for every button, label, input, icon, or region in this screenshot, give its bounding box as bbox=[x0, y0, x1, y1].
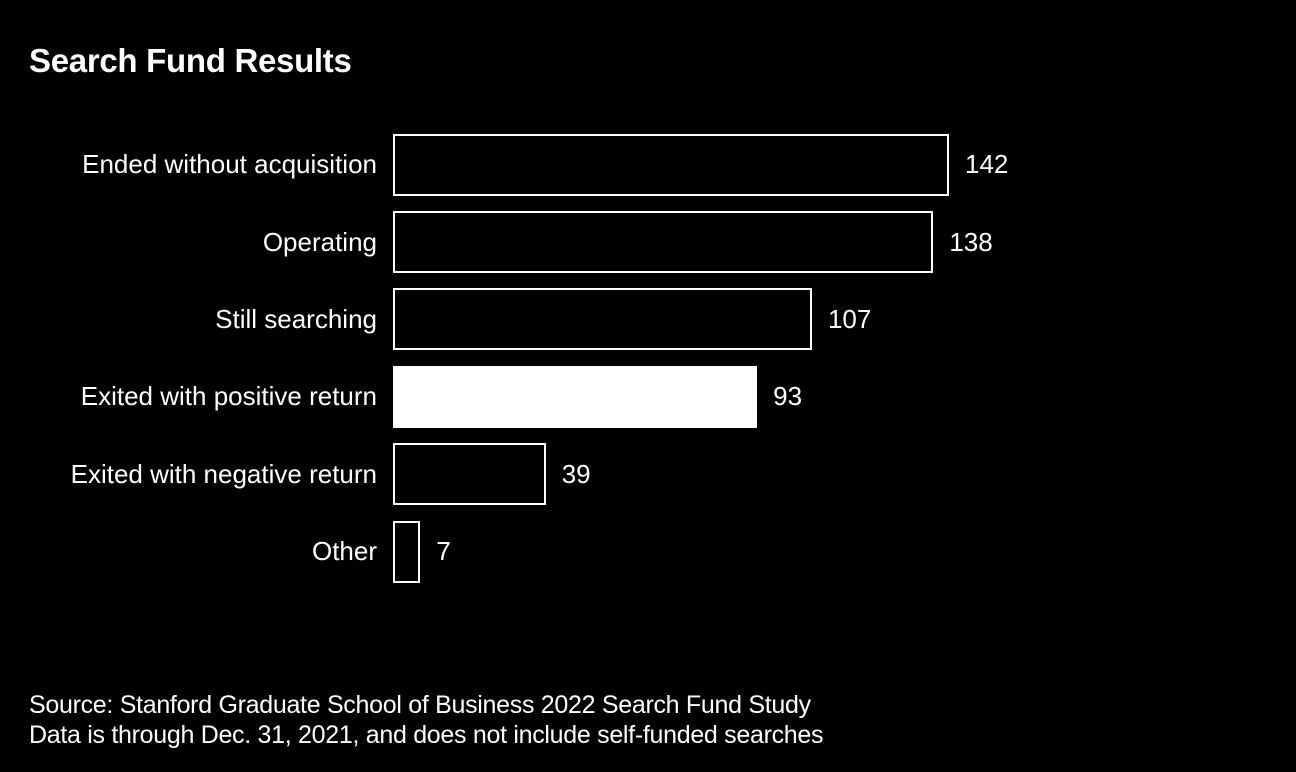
chart-row: Still searching 107 bbox=[0, 281, 1296, 358]
value-label: 39 bbox=[561, 458, 591, 489]
value-label: 142 bbox=[965, 149, 1009, 180]
bar bbox=[393, 211, 934, 274]
source-line-2: Data is through Dec. 31, 2021, and does … bbox=[29, 721, 824, 749]
bar bbox=[393, 365, 758, 428]
chart-row: Exited with negative return 39 bbox=[0, 436, 1296, 513]
value-label: 7 bbox=[436, 536, 451, 567]
category-label: Ended without acquisition bbox=[82, 149, 377, 180]
chart-row: Ended without acquisition 142 bbox=[0, 126, 1296, 203]
value-label: 107 bbox=[827, 303, 872, 334]
chart-row: Operating 138 bbox=[0, 203, 1296, 280]
chart-row: Other 7 bbox=[0, 513, 1296, 590]
chart-row: Exited with positive return 93 bbox=[0, 358, 1296, 435]
value-label: 93 bbox=[773, 381, 803, 412]
category-label: Operating bbox=[262, 226, 377, 257]
source-line-1: Source: Stanford Graduate School of Busi… bbox=[29, 691, 811, 719]
category-label: Exited with positive return bbox=[80, 381, 377, 412]
bar bbox=[393, 443, 546, 506]
bar bbox=[393, 288, 812, 351]
bar bbox=[393, 520, 421, 583]
bar bbox=[393, 133, 949, 196]
category-label: Still searching bbox=[215, 303, 377, 334]
source-note: Source: Stanford Graduate School of Busi… bbox=[29, 690, 824, 750]
value-label: 138 bbox=[949, 226, 993, 257]
chart-title: Search Fund Results bbox=[29, 42, 352, 79]
category-label: Exited with negative return bbox=[70, 458, 377, 489]
chart-rows: Ended without acquisition 142 Operating … bbox=[0, 126, 1296, 590]
category-label: Other bbox=[311, 536, 377, 567]
